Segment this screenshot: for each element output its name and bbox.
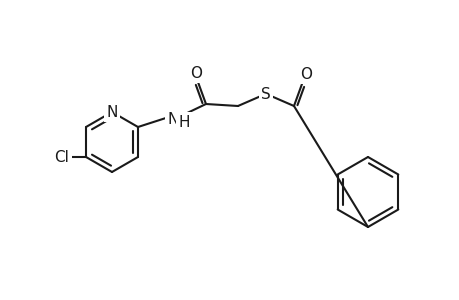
Text: S: S <box>261 86 270 101</box>
Text: N: N <box>167 112 178 127</box>
Text: O: O <box>299 67 311 82</box>
Text: H: H <box>178 115 189 130</box>
Text: Cl: Cl <box>55 149 69 164</box>
Text: O: O <box>190 65 202 80</box>
Text: N: N <box>106 104 118 119</box>
